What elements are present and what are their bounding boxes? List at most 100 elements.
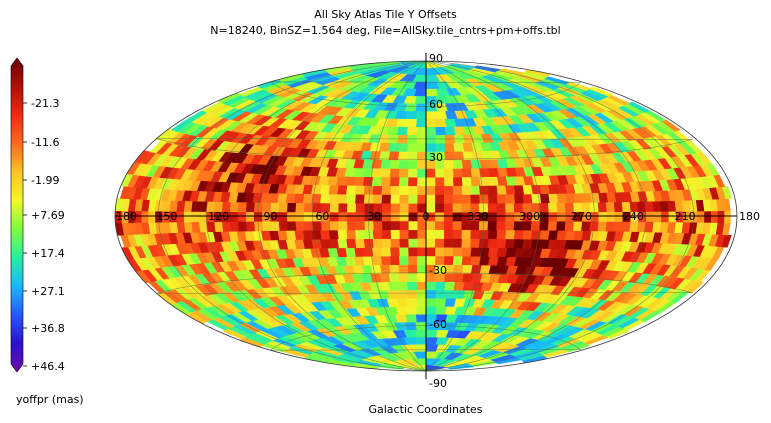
heatmap-cell <box>496 211 506 222</box>
heatmap-cell <box>399 211 409 222</box>
heatmap-cell <box>495 220 506 231</box>
heatmap-cell <box>452 272 464 283</box>
heatmap-cell <box>444 297 457 307</box>
heatmap-cell <box>372 229 383 239</box>
heatmap-cell <box>380 247 391 257</box>
heatmap-cell <box>425 281 436 291</box>
longitude-label: 330 <box>467 210 488 223</box>
heatmap-cell <box>398 238 409 248</box>
heatmap-cell <box>461 229 471 239</box>
heatmap-cell <box>434 281 446 291</box>
heatmap-cell <box>487 176 499 186</box>
heatmap-cell <box>434 126 446 136</box>
longitude-label: 180 <box>739 210 760 223</box>
heatmap-cell <box>372 185 383 195</box>
heatmap-cell <box>487 229 498 240</box>
heatmap-cell <box>302 193 313 204</box>
heatmap-cell <box>337 211 348 222</box>
heatmap-cell <box>397 281 408 291</box>
heatmap-cell <box>337 229 348 240</box>
heatmap-cell <box>389 176 400 187</box>
heatmap-cell <box>285 193 296 204</box>
heatmap-cell <box>416 272 427 282</box>
heatmap-cell <box>398 247 409 257</box>
heatmap-cell <box>496 176 508 186</box>
latitude-label: 30 <box>429 151 443 164</box>
heatmap-cell <box>443 159 454 169</box>
heatmap-cell <box>444 306 457 315</box>
heatmap-cell <box>398 168 409 178</box>
heatmap-cell <box>416 185 427 195</box>
heatmap-cell <box>652 200 662 212</box>
heatmap-cell <box>470 167 481 178</box>
heatmap-cell <box>452 142 465 152</box>
heatmap-cell <box>354 229 365 240</box>
heatmap-cell <box>443 142 455 152</box>
heatmap-cell <box>434 247 445 257</box>
heatmap-cell <box>478 229 489 240</box>
heatmap-cell <box>513 193 524 204</box>
heatmap-cell <box>245 201 255 213</box>
heatmap-cell <box>434 220 444 231</box>
heatmap-cell <box>425 118 437 128</box>
heatmap-cell <box>470 264 482 274</box>
heatmap-cell <box>346 220 357 231</box>
heatmap-cell <box>397 151 409 161</box>
heatmap-cell <box>504 202 515 213</box>
heatmap-cell <box>390 203 400 213</box>
heatmap-cell <box>487 202 497 213</box>
heatmap-cell <box>286 202 297 213</box>
heatmap-cell <box>453 289 466 299</box>
heatmap-cell <box>416 151 427 161</box>
heatmap-cell <box>381 220 392 231</box>
heatmap-cell <box>425 238 436 248</box>
heatmap-cell <box>605 201 615 213</box>
heatmap-cell <box>353 247 365 257</box>
heatmap-cell <box>539 211 549 222</box>
heatmap-cell <box>444 281 455 291</box>
heatmap-cell <box>613 221 623 232</box>
heatmap-cell <box>398 176 409 187</box>
heatmap-cell <box>328 229 339 240</box>
heatmap-cell <box>414 329 427 338</box>
heatmap-cell <box>547 230 558 240</box>
heatmap-cell <box>407 238 418 248</box>
heatmap-cell <box>354 194 365 204</box>
heatmap-cell <box>381 203 392 213</box>
heatmap-cell <box>379 264 391 274</box>
heatmap-cell <box>425 176 436 187</box>
heatmap-cell <box>329 202 339 213</box>
heatmap-cell <box>140 210 149 223</box>
heatmap-cell <box>354 185 365 195</box>
heatmap-cell <box>389 185 400 195</box>
heatmap-cell <box>538 220 549 231</box>
heatmap-cell <box>416 176 427 187</box>
heatmap-cell <box>435 297 447 307</box>
heatmap-cell <box>355 220 365 231</box>
heatmap-cell <box>408 211 418 222</box>
heatmap-cell <box>237 211 246 222</box>
colorbar-tick-label: +36.8 <box>31 322 65 335</box>
heatmap-cell <box>407 264 418 274</box>
longitude-label: 270 <box>571 210 592 223</box>
heatmap-cell <box>295 220 305 231</box>
heatmap-cell <box>415 297 427 307</box>
heatmap-cell <box>388 264 400 274</box>
heatmap-cell <box>337 220 348 231</box>
heatmap-cell <box>405 297 417 307</box>
heatmap-cell <box>408 220 418 231</box>
heatmap-cell <box>415 110 427 120</box>
heatmap-cell <box>564 193 575 203</box>
heatmap-cell <box>389 159 400 169</box>
heatmap-cell <box>416 159 427 169</box>
heatmap-cell <box>406 151 418 161</box>
heatmap-cell <box>303 211 313 222</box>
heatmap-cell <box>547 220 557 231</box>
heatmap-cell <box>597 221 607 232</box>
heatmap-cell <box>277 193 288 203</box>
heatmap-cell <box>444 126 456 136</box>
heatmap-cell <box>461 185 471 195</box>
heatmap-cell <box>478 238 489 248</box>
heatmap-cell <box>354 238 365 248</box>
heatmap-cell <box>363 194 374 204</box>
